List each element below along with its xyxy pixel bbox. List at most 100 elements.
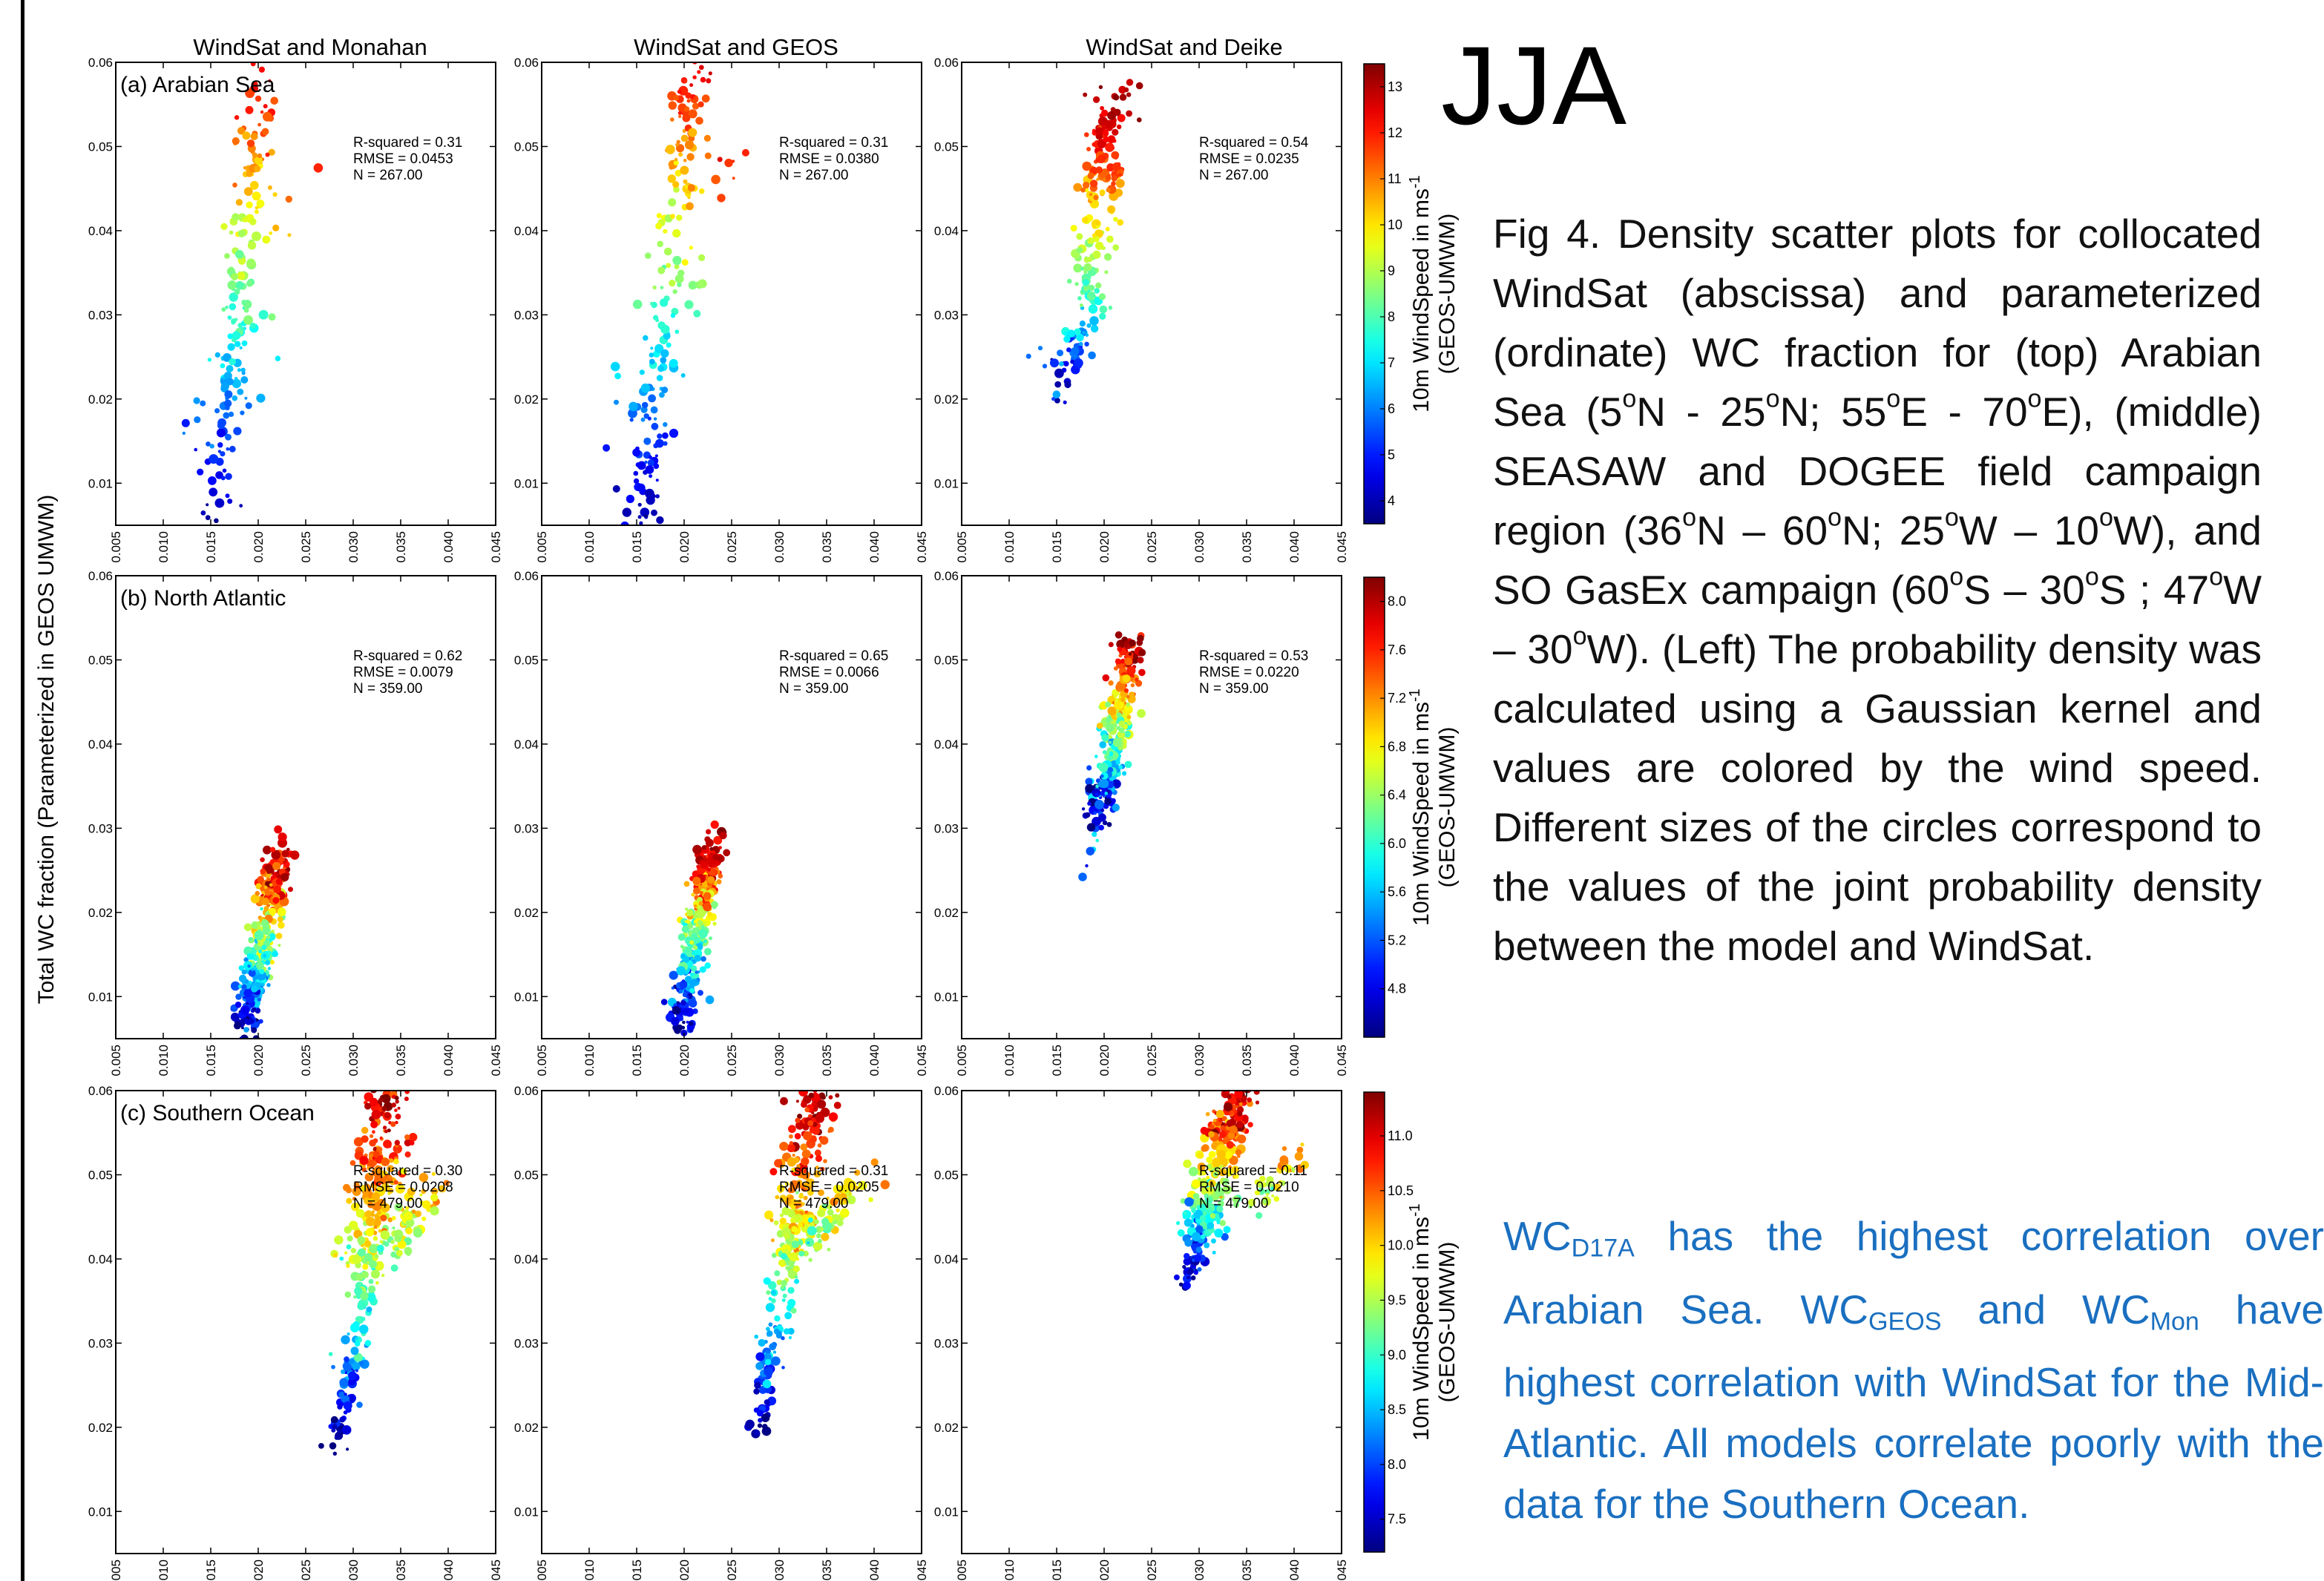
scatter-point xyxy=(419,1193,423,1197)
panel-stat: RMSE = 0.0205 xyxy=(779,1180,879,1195)
scatter-point xyxy=(1052,390,1061,398)
scatter-point xyxy=(1222,1178,1230,1185)
scatter-point xyxy=(182,431,186,435)
x-tick-label: 0.035 xyxy=(1240,1045,1254,1077)
scatter-points xyxy=(1078,631,1146,881)
scatter-point xyxy=(247,964,251,968)
scatter-point xyxy=(242,217,249,223)
scatter-point xyxy=(251,1027,257,1033)
scatter-point xyxy=(370,1212,375,1217)
scatter-point xyxy=(1083,257,1090,263)
scatter-point xyxy=(676,966,686,976)
scatter-point xyxy=(361,1135,369,1143)
x-tick-label: 0.010 xyxy=(157,531,171,563)
x-tick-label: 0.040 xyxy=(1287,1045,1301,1077)
x-tick-label: 0.020 xyxy=(252,531,266,563)
scatter-point xyxy=(332,1424,338,1430)
panel-stat: R-squared = 0.62 xyxy=(353,648,462,664)
scatter-point xyxy=(718,846,722,849)
scatter-point xyxy=(700,925,705,930)
scatter-point xyxy=(1103,136,1110,143)
scatter-point xyxy=(237,368,241,372)
scatter-point xyxy=(1247,1198,1256,1206)
y-tick-label: 0.05 xyxy=(88,653,113,667)
scatter-point xyxy=(350,1347,359,1355)
scatter-point xyxy=(329,1442,337,1450)
scatter-point xyxy=(691,933,697,940)
scatter-point xyxy=(221,540,228,547)
scatter-point xyxy=(413,1228,423,1238)
scatter-point xyxy=(228,411,234,418)
scatter-point xyxy=(1087,237,1094,245)
caption-segment: o xyxy=(2209,562,2224,591)
colorbar-tick-label: 8.0 xyxy=(1388,594,1406,609)
scatter-point xyxy=(792,1265,800,1272)
scatter-point xyxy=(256,962,264,970)
scatter-panel: 0.01 0.02 0.03 0.04 0.05 0.06 0.005 0.010 0.015 0… xyxy=(88,56,503,563)
scatter-point xyxy=(1096,723,1103,729)
scatter-point xyxy=(394,1096,399,1100)
scatter-point xyxy=(603,444,611,452)
scatter-point xyxy=(779,1142,789,1151)
scatter-point xyxy=(1054,381,1062,388)
scatter-point xyxy=(778,1259,785,1266)
scatter-point xyxy=(1126,714,1132,720)
scatter-point xyxy=(194,447,198,452)
x-tick-label: 0.035 xyxy=(1240,1559,1254,1581)
scatter-point xyxy=(1099,189,1106,196)
scatter-point xyxy=(261,897,270,906)
scatter-point xyxy=(272,897,280,904)
scatter-point xyxy=(1294,1151,1304,1161)
scatter-point xyxy=(693,945,698,950)
scatter-point xyxy=(673,94,680,101)
scatter-point xyxy=(260,110,264,114)
scatter-point xyxy=(1098,293,1106,300)
scatter-point xyxy=(843,1177,853,1188)
scatter-point xyxy=(1085,778,1093,786)
scatter-point xyxy=(254,209,259,214)
scatter-point xyxy=(1118,765,1123,769)
scatter-point xyxy=(755,1362,764,1370)
scatter-point xyxy=(249,180,259,190)
y-tick-label: 0.06 xyxy=(514,569,539,583)
scatter-point xyxy=(1108,642,1114,648)
scatter-point xyxy=(374,1254,379,1259)
scatter-point xyxy=(1086,147,1092,151)
scatter-point xyxy=(384,1129,388,1134)
scatter-point xyxy=(681,979,686,983)
scatter-point xyxy=(278,944,281,947)
scatter-point xyxy=(249,950,254,955)
scatter-point xyxy=(672,229,681,238)
scatter-point xyxy=(1086,823,1096,832)
scatter-point xyxy=(356,1401,363,1408)
scatter-point xyxy=(225,433,232,441)
scatter-point xyxy=(374,1174,384,1184)
scatter-point xyxy=(680,373,686,378)
scatter-point xyxy=(1103,177,1106,181)
scatter-point xyxy=(663,441,668,446)
scatter-point xyxy=(839,1200,844,1206)
scatter-point xyxy=(281,849,289,858)
scatter-point xyxy=(1108,306,1113,310)
scatter-point xyxy=(688,280,697,290)
scatter-point xyxy=(1097,154,1106,163)
scatter-point xyxy=(688,109,697,119)
scatter-point xyxy=(395,1100,399,1104)
scatter-point xyxy=(1215,1186,1224,1197)
x-tick-label: 0.025 xyxy=(299,531,313,563)
caption-segment: Fig 4. Density scatter plots for colloca… xyxy=(1493,211,2262,435)
scatter-point xyxy=(365,1217,375,1226)
x-tick-label: 0.010 xyxy=(582,531,597,563)
x-tick-label: 0.030 xyxy=(1192,1559,1207,1581)
scatter-point xyxy=(674,157,678,162)
scatter-point xyxy=(804,1107,810,1113)
scatter-point xyxy=(668,198,677,207)
scatter-point xyxy=(1116,712,1122,717)
colorbar-tick-label: 13 xyxy=(1388,79,1402,94)
scatter-point xyxy=(361,1271,369,1278)
panel-stat: RMSE = 0.0453 xyxy=(353,151,453,167)
x-tick-label: 0.040 xyxy=(1287,1559,1301,1581)
scatter-point xyxy=(654,454,658,458)
scatter-point xyxy=(1126,110,1132,117)
scatter-point xyxy=(680,1000,686,1006)
